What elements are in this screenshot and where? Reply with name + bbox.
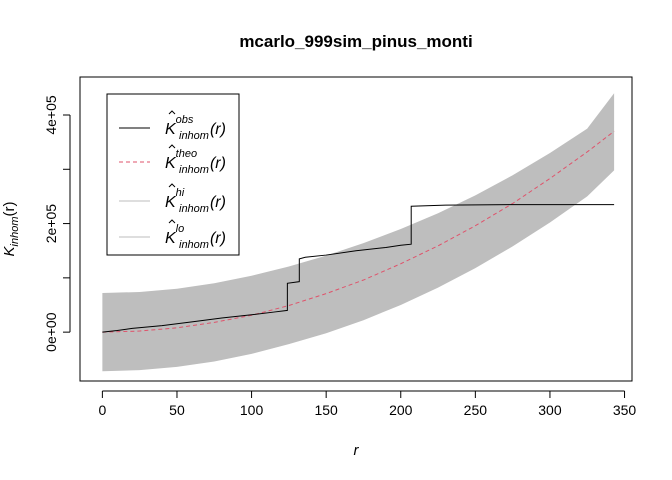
y-axis-label-arg: (r) <box>1 202 18 217</box>
y-axis-label-sub: inhom <box>9 217 21 247</box>
legend-label-lo: Klo inhom(r) <box>165 223 226 251</box>
y-axis-label: Kinhom(r) <box>1 202 21 257</box>
x-tick-label: 150 <box>314 402 338 418</box>
plot-frame <box>79 76 633 382</box>
x-axis: 0 50 100 150 200 250 300 350 <box>98 390 637 418</box>
chart-title: mcarlo_999sim_pinus_monti <box>239 32 472 51</box>
plot-area <box>102 93 615 372</box>
legend-label-theo: Ktheo inhom(r) <box>165 148 226 176</box>
x-tick-label: 50 <box>169 402 185 418</box>
series-line-obs <box>102 204 615 333</box>
y-axis-label-base: K <box>1 245 18 256</box>
y-axis: 0e+00 2e+05 4e+05 <box>43 95 71 352</box>
x-tick-label: 100 <box>240 402 264 418</box>
x-tick-label: 250 <box>464 402 488 418</box>
x-tick-label: 0 <box>98 402 106 418</box>
series-line-theo <box>102 130 615 333</box>
legend-box <box>106 93 240 256</box>
legend-hat-obs <box>168 110 176 115</box>
envelope-band <box>102 93 615 372</box>
legend-hat-hi <box>168 183 176 188</box>
x-tick-label: 350 <box>613 402 637 418</box>
legend-hat-theo <box>168 144 176 149</box>
x-tick-label: 200 <box>389 402 413 418</box>
legend-label-obs: Kobs inhom(r) <box>165 114 226 142</box>
y-tick-label: 0e+00 <box>43 312 59 352</box>
legend-label-hi: Khi inhom(r) <box>165 187 226 215</box>
legend-hat-lo <box>168 219 176 224</box>
x-tick-label: 300 <box>538 402 562 418</box>
y-tick-label: 2e+05 <box>43 204 59 244</box>
legend: Kobs inhom(r) Ktheo inhom(r) Khi inhom(r) Klo i… <box>106 93 240 256</box>
y-tick-label: 4e+05 <box>43 95 59 135</box>
x-axis-label: r <box>354 442 360 459</box>
